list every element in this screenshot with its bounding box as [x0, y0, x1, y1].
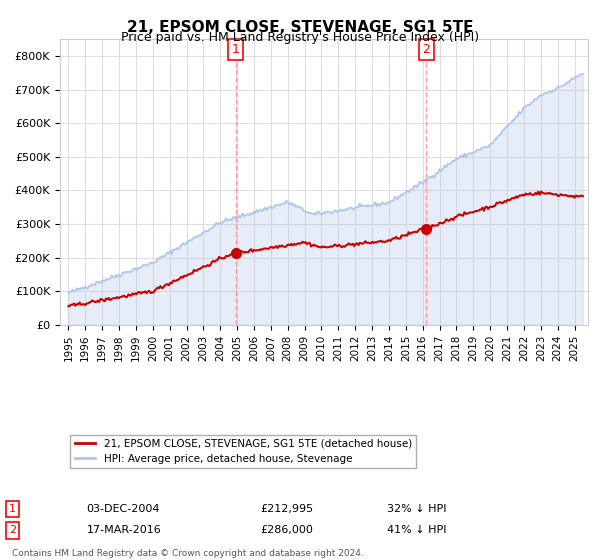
Text: 41% ↓ HPI: 41% ↓ HPI — [388, 525, 447, 535]
Text: 32% ↓ HPI: 32% ↓ HPI — [388, 504, 447, 514]
Text: £286,000: £286,000 — [260, 525, 314, 535]
Legend: 21, EPSOM CLOSE, STEVENAGE, SG1 5TE (detached house), HPI: Average price, detach: 21, EPSOM CLOSE, STEVENAGE, SG1 5TE (det… — [70, 435, 416, 468]
Text: Price paid vs. HM Land Registry's House Price Index (HPI): Price paid vs. HM Land Registry's House … — [121, 31, 479, 44]
Text: 21, EPSOM CLOSE, STEVENAGE, SG1 5TE: 21, EPSOM CLOSE, STEVENAGE, SG1 5TE — [127, 20, 473, 35]
Text: 1: 1 — [232, 43, 240, 56]
Text: 2: 2 — [9, 525, 16, 535]
Text: 03-DEC-2004: 03-DEC-2004 — [86, 504, 160, 514]
Text: Contains HM Land Registry data © Crown copyright and database right 2024.: Contains HM Land Registry data © Crown c… — [13, 549, 364, 558]
Text: 1: 1 — [9, 504, 16, 514]
Text: £212,995: £212,995 — [260, 504, 314, 514]
Text: 17-MAR-2016: 17-MAR-2016 — [86, 525, 161, 535]
Text: 2: 2 — [422, 43, 430, 56]
